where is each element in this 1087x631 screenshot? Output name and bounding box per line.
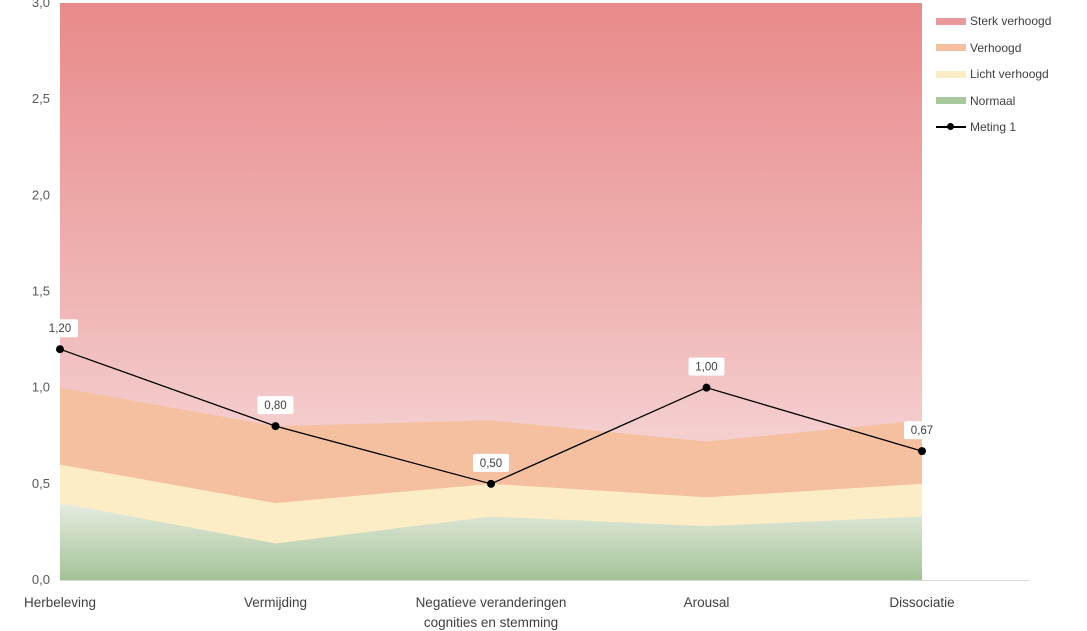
data-label: 0,50 [480, 458, 502, 470]
data-label-box [42, 319, 78, 338]
meting-1-point [702, 383, 711, 392]
meting-line-layer: 1,20 0,80 0,50 1,00 0,67 [42, 319, 940, 488]
y-tick-label: 1,5 [32, 284, 50, 299]
meting-1-point [271, 422, 280, 431]
data-label-box [473, 453, 509, 472]
data-label: 0,80 [264, 400, 286, 412]
data-label-box [904, 421, 940, 440]
legend-item-licht-verhoogd: Licht verhoogd [936, 61, 1051, 88]
y-tick-label: 2,5 [32, 91, 50, 106]
y-tick-label: 3,0 [32, 0, 50, 10]
meting-1-point [487, 479, 495, 488]
meting-1-point [56, 345, 64, 354]
legend-item-normaal: Normaal [936, 88, 1051, 115]
x-category-label: Arousal [684, 595, 730, 610]
x-axis-categories: Herbeleving Vermijding Negatieve veranderi… [24, 595, 955, 630]
legend-label-normaal: Normaal [970, 93, 1016, 108]
x-category-label: Vermijding [244, 595, 307, 610]
legend-label-verhoogd: Verhoogd [970, 40, 1022, 55]
legend: Sterk verhoogd Verhoogd Licht verhoogd N… [936, 8, 1051, 141]
legend-swatch-normaal [936, 97, 966, 105]
data-label: 1,00 [695, 362, 717, 374]
data-label: 0,67 [911, 425, 933, 437]
legend-label-sterk-verhoogd: Sterk verhoogd [970, 14, 1052, 29]
legend-label-licht-verhoogd: Licht verhoogd [970, 67, 1049, 82]
y-tick-label: 0,5 [32, 476, 50, 491]
legend-item-meting-1: Meting 1 [936, 114, 1051, 141]
legend-item-sterk-verhoogd: Sterk verhoogd [936, 8, 1051, 35]
legend-swatch-meting-1 [936, 123, 966, 131]
x-category-label: Herbeleving [24, 595, 96, 610]
legend-swatch-verhoogd [936, 44, 966, 52]
band-normaal [60, 503, 922, 580]
y-tick-label: 0,0 [32, 572, 50, 587]
data-label-box [257, 396, 294, 415]
data-label-box [688, 357, 725, 376]
data-label: 1,20 [49, 323, 71, 335]
meting-1-point [918, 447, 926, 456]
legend-label-meting-1: Meting 1 [970, 120, 1017, 135]
y-tick-label: 2,0 [32, 187, 50, 202]
y-axis-ticks: 0,0 0,5 1,0 1,5 2,0 2,5 3,0 [32, 0, 50, 587]
x-category-label: Dissociatie [889, 595, 954, 610]
legend-item-verhoogd: Verhoogd [936, 35, 1051, 62]
bands-layer [60, 3, 922, 580]
legend-swatch-sterk-verhoogd [936, 17, 966, 25]
x-category-label: Negatieve veranderingen cognities en stem… [416, 595, 567, 630]
y-tick-label: 1,0 [32, 380, 50, 395]
legend-swatch-licht-verhoogd [936, 70, 966, 78]
